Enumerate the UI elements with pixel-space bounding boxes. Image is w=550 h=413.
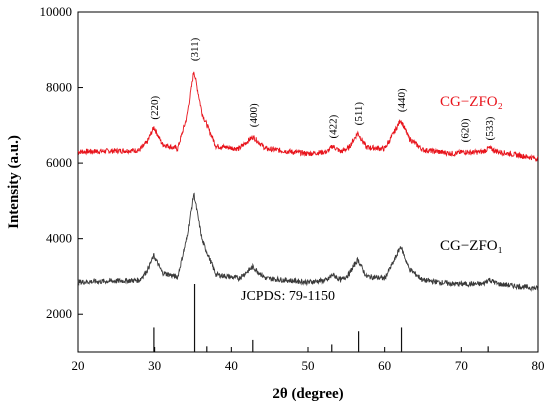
peak-label: (440): [396, 88, 408, 112]
peak-label: (533): [484, 116, 496, 140]
x-tick-label: 60: [378, 358, 391, 373]
y-tick-label: 4000: [46, 231, 72, 246]
reference-lines: [153, 284, 489, 352]
peak-label: (220): [149, 96, 161, 120]
reference-label: JCPDS: 79-1150: [241, 289, 335, 304]
y-tick-label: 8000: [46, 80, 72, 95]
peak-label: (311): [189, 37, 201, 61]
x-tick-label: 20: [72, 358, 85, 373]
peak-label: (400): [248, 103, 260, 127]
x-tick-label: 70: [455, 358, 468, 373]
x-tick-label: 40: [225, 358, 238, 373]
series-line-0: [77, 71, 539, 163]
peak-label: (620): [459, 118, 471, 142]
peak-label: (511): [353, 102, 365, 126]
x-tick-label: 50: [302, 358, 315, 373]
x-tick-label: 80: [532, 358, 545, 373]
y-axis-title: Intensity (a.u.): [6, 135, 22, 229]
x-tick-label: 30: [148, 358, 161, 373]
x-axis-title: 2θ (degree): [272, 386, 343, 402]
y-tick-label: 6000: [46, 155, 72, 170]
series-label-cg-zfo1: CG−ZFO₁: [440, 238, 503, 254]
series-lines: [77, 71, 539, 292]
peak-labels: (220) (311) (400) (422) (511) (440) (620) (533): [149, 37, 496, 142]
axis-ticks: 20 30 40 50 60 70 80 2000 4000 6000 8000 10000: [40, 4, 545, 373]
peak-label: (422): [328, 114, 340, 138]
y-tick-label: 10000: [40, 4, 73, 19]
y-tick-label: 2000: [46, 306, 72, 321]
series-line-1: [77, 192, 539, 292]
series-label-cg-zfo2: CG−ZFO₂: [440, 94, 503, 110]
